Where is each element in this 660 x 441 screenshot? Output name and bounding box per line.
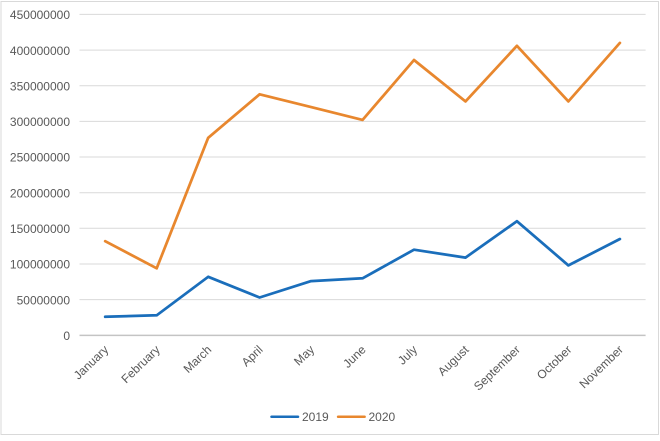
svg-text:200000000: 200000000: [10, 186, 70, 200]
svg-text:450000000: 450000000: [10, 8, 70, 22]
svg-text:300000000: 300000000: [10, 115, 70, 129]
svg-text:0: 0: [63, 329, 70, 343]
svg-text:2019: 2019: [302, 410, 329, 424]
svg-text:350000000: 350000000: [10, 79, 70, 93]
svg-text:400000000: 400000000: [10, 44, 70, 58]
svg-text:2020: 2020: [369, 410, 396, 424]
svg-text:50000000: 50000000: [17, 293, 71, 307]
svg-text:250000000: 250000000: [10, 151, 70, 165]
svg-text:150000000: 150000000: [10, 222, 70, 236]
svg-text:100000000: 100000000: [10, 258, 70, 272]
